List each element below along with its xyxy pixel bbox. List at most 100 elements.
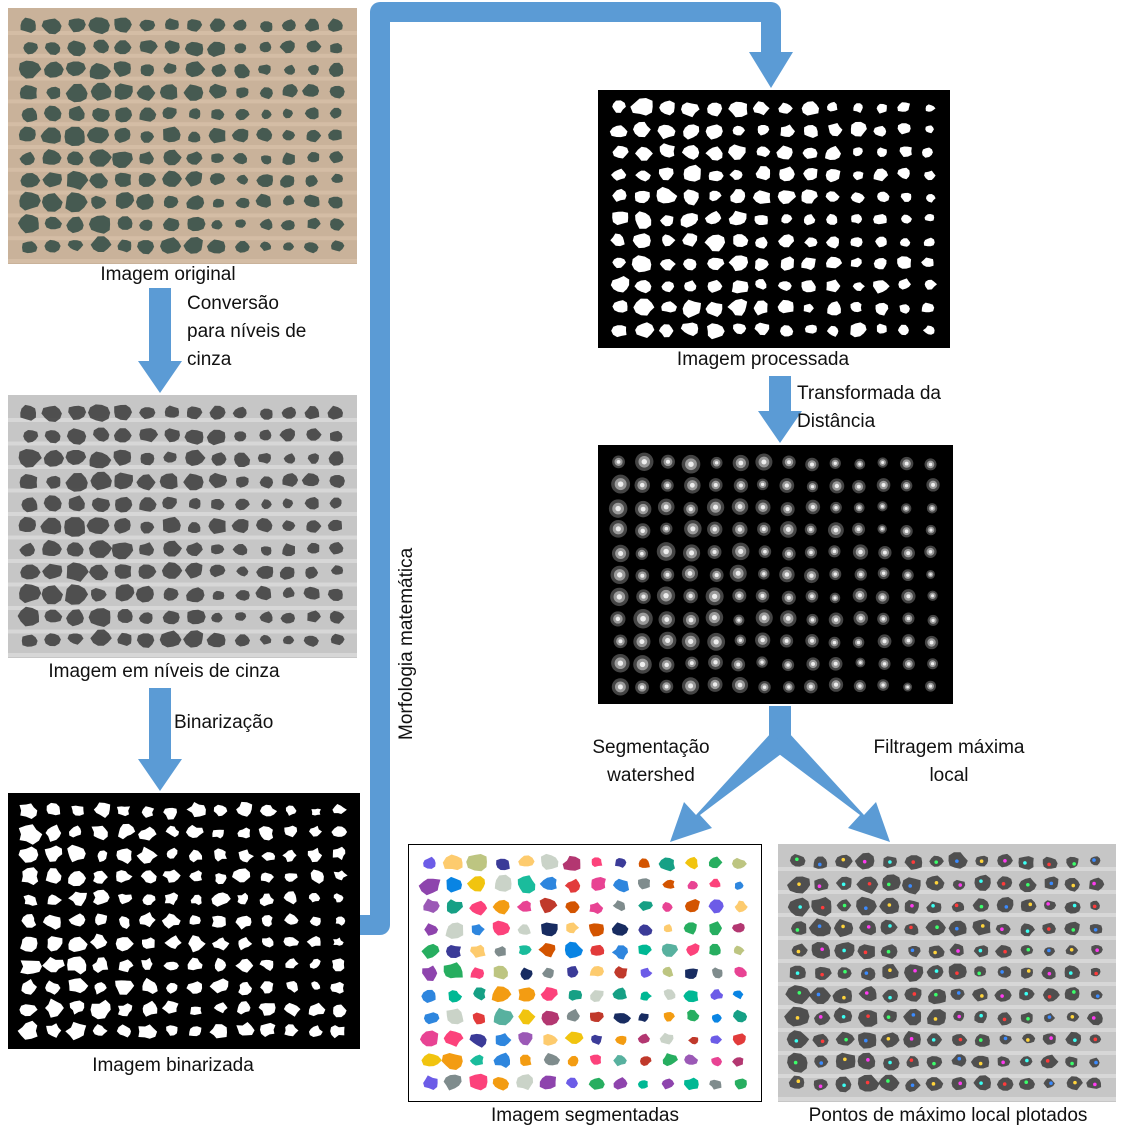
- binary-blob: [258, 826, 274, 841]
- tree-crown: [211, 63, 227, 77]
- tree-crown: [303, 242, 319, 254]
- distance-peak: [926, 478, 940, 492]
- local-maximum-point: [1070, 1015, 1075, 1019]
- local-maximum-point: [977, 971, 981, 976]
- binary-blob: [826, 325, 839, 337]
- distance-peak: [852, 636, 865, 649]
- segmented-region: [520, 967, 533, 980]
- distance-peak: [903, 682, 913, 692]
- local-maximum-point: [1092, 881, 1096, 886]
- binary-blob: [803, 168, 818, 181]
- segmented-region: [637, 1033, 650, 1044]
- distance-peak: [705, 608, 724, 627]
- local-maximum-point: [795, 857, 799, 862]
- binary-blob: [237, 892, 248, 905]
- tree-crown: [114, 17, 132, 33]
- local-maximum-point: [866, 925, 871, 929]
- distance-peak: [755, 453, 773, 471]
- binary-blob: [46, 1023, 62, 1038]
- tree-crown: [111, 542, 134, 560]
- distance-peak: [780, 610, 797, 627]
- distance-peak: [924, 545, 937, 558]
- tree-crown: [138, 564, 157, 579]
- tree-crown: [113, 449, 132, 466]
- tree-crown: [329, 107, 342, 119]
- distance-peak: [902, 634, 915, 647]
- local-maximum-point: [908, 884, 912, 888]
- distance-peak: [828, 612, 844, 628]
- distance-peak: [710, 456, 723, 469]
- local-maximum-point: [1095, 948, 1099, 953]
- tree-crown: [258, 64, 271, 75]
- tree-crown: [41, 193, 63, 212]
- binary-blob: [897, 256, 912, 269]
- distance-peak: [733, 614, 745, 626]
- tree-crown: [327, 18, 343, 32]
- tree-crown: [304, 107, 319, 120]
- tree-crown: [136, 474, 156, 491]
- tree-crown: [117, 216, 133, 230]
- tree-crown: [329, 610, 345, 624]
- tree-crown: [974, 966, 987, 977]
- local-maximum-point: [1026, 1038, 1030, 1042]
- segmented-region: [441, 1052, 463, 1070]
- binary-blob: [921, 302, 935, 313]
- tree-crown: [138, 173, 157, 187]
- distance-peak: [635, 547, 649, 560]
- segmented-region: [564, 1031, 584, 1045]
- local-maximum-point: [819, 1061, 824, 1065]
- tree-crown: [280, 220, 295, 231]
- local-maximum-point: [934, 860, 938, 864]
- tree-crown: [305, 566, 319, 579]
- tree-crown: [259, 611, 273, 624]
- binary-blob: [804, 324, 817, 334]
- binary-blob: [258, 1003, 276, 1016]
- tree-crown: [117, 632, 132, 646]
- binary-blob: [778, 102, 793, 114]
- distance-peak: [878, 657, 891, 670]
- binary-blob: [139, 912, 156, 928]
- tree-crown: [234, 452, 251, 467]
- row-gap: [8, 418, 357, 422]
- distance-peak: [661, 479, 674, 492]
- tree-crown: [139, 151, 154, 165]
- binary-blob: [873, 168, 889, 182]
- distance-peak: [780, 634, 794, 648]
- local-maximum-point: [958, 883, 963, 887]
- tree-crown: [857, 1052, 876, 1070]
- step-binarization: Binarização: [174, 712, 274, 733]
- tree-crown: [234, 634, 250, 647]
- distance-peak: [804, 523, 817, 536]
- binary-blob: [118, 959, 134, 973]
- segmented-region: [422, 965, 438, 982]
- segmented-region: [684, 1054, 699, 1065]
- distance-peak: [927, 590, 938, 601]
- grayscale-image-caption: Imagem em níveis de cinza: [48, 661, 280, 682]
- distance-peak: [733, 478, 749, 493]
- tree-crown: [232, 544, 248, 556]
- segmented-region: [519, 1054, 532, 1066]
- row-gap: [8, 582, 357, 587]
- tree-crown: [41, 18, 62, 35]
- tree-crown: [137, 240, 155, 255]
- tree-crown: [305, 175, 318, 188]
- segmented-region: [469, 1054, 484, 1066]
- tree-crown: [186, 542, 203, 557]
- binary-blob: [899, 304, 910, 314]
- binary-blob: [261, 852, 276, 861]
- tree-crown: [306, 520, 322, 533]
- tree-crown: [261, 155, 272, 165]
- tree-crown: [66, 216, 84, 234]
- binary-blob: [306, 936, 321, 948]
- tree-crown: [113, 61, 131, 77]
- tree-crown: [279, 566, 295, 580]
- distance-peak: [783, 681, 795, 693]
- binary-blob: [828, 123, 843, 137]
- binary-blob: [331, 826, 348, 837]
- segmented-region: [565, 1077, 578, 1089]
- tree-crown: [259, 87, 273, 100]
- distance-peak: [684, 477, 701, 494]
- binary-blob: [307, 847, 323, 863]
- distance-peak: [636, 589, 651, 604]
- binary-blob: [778, 234, 795, 248]
